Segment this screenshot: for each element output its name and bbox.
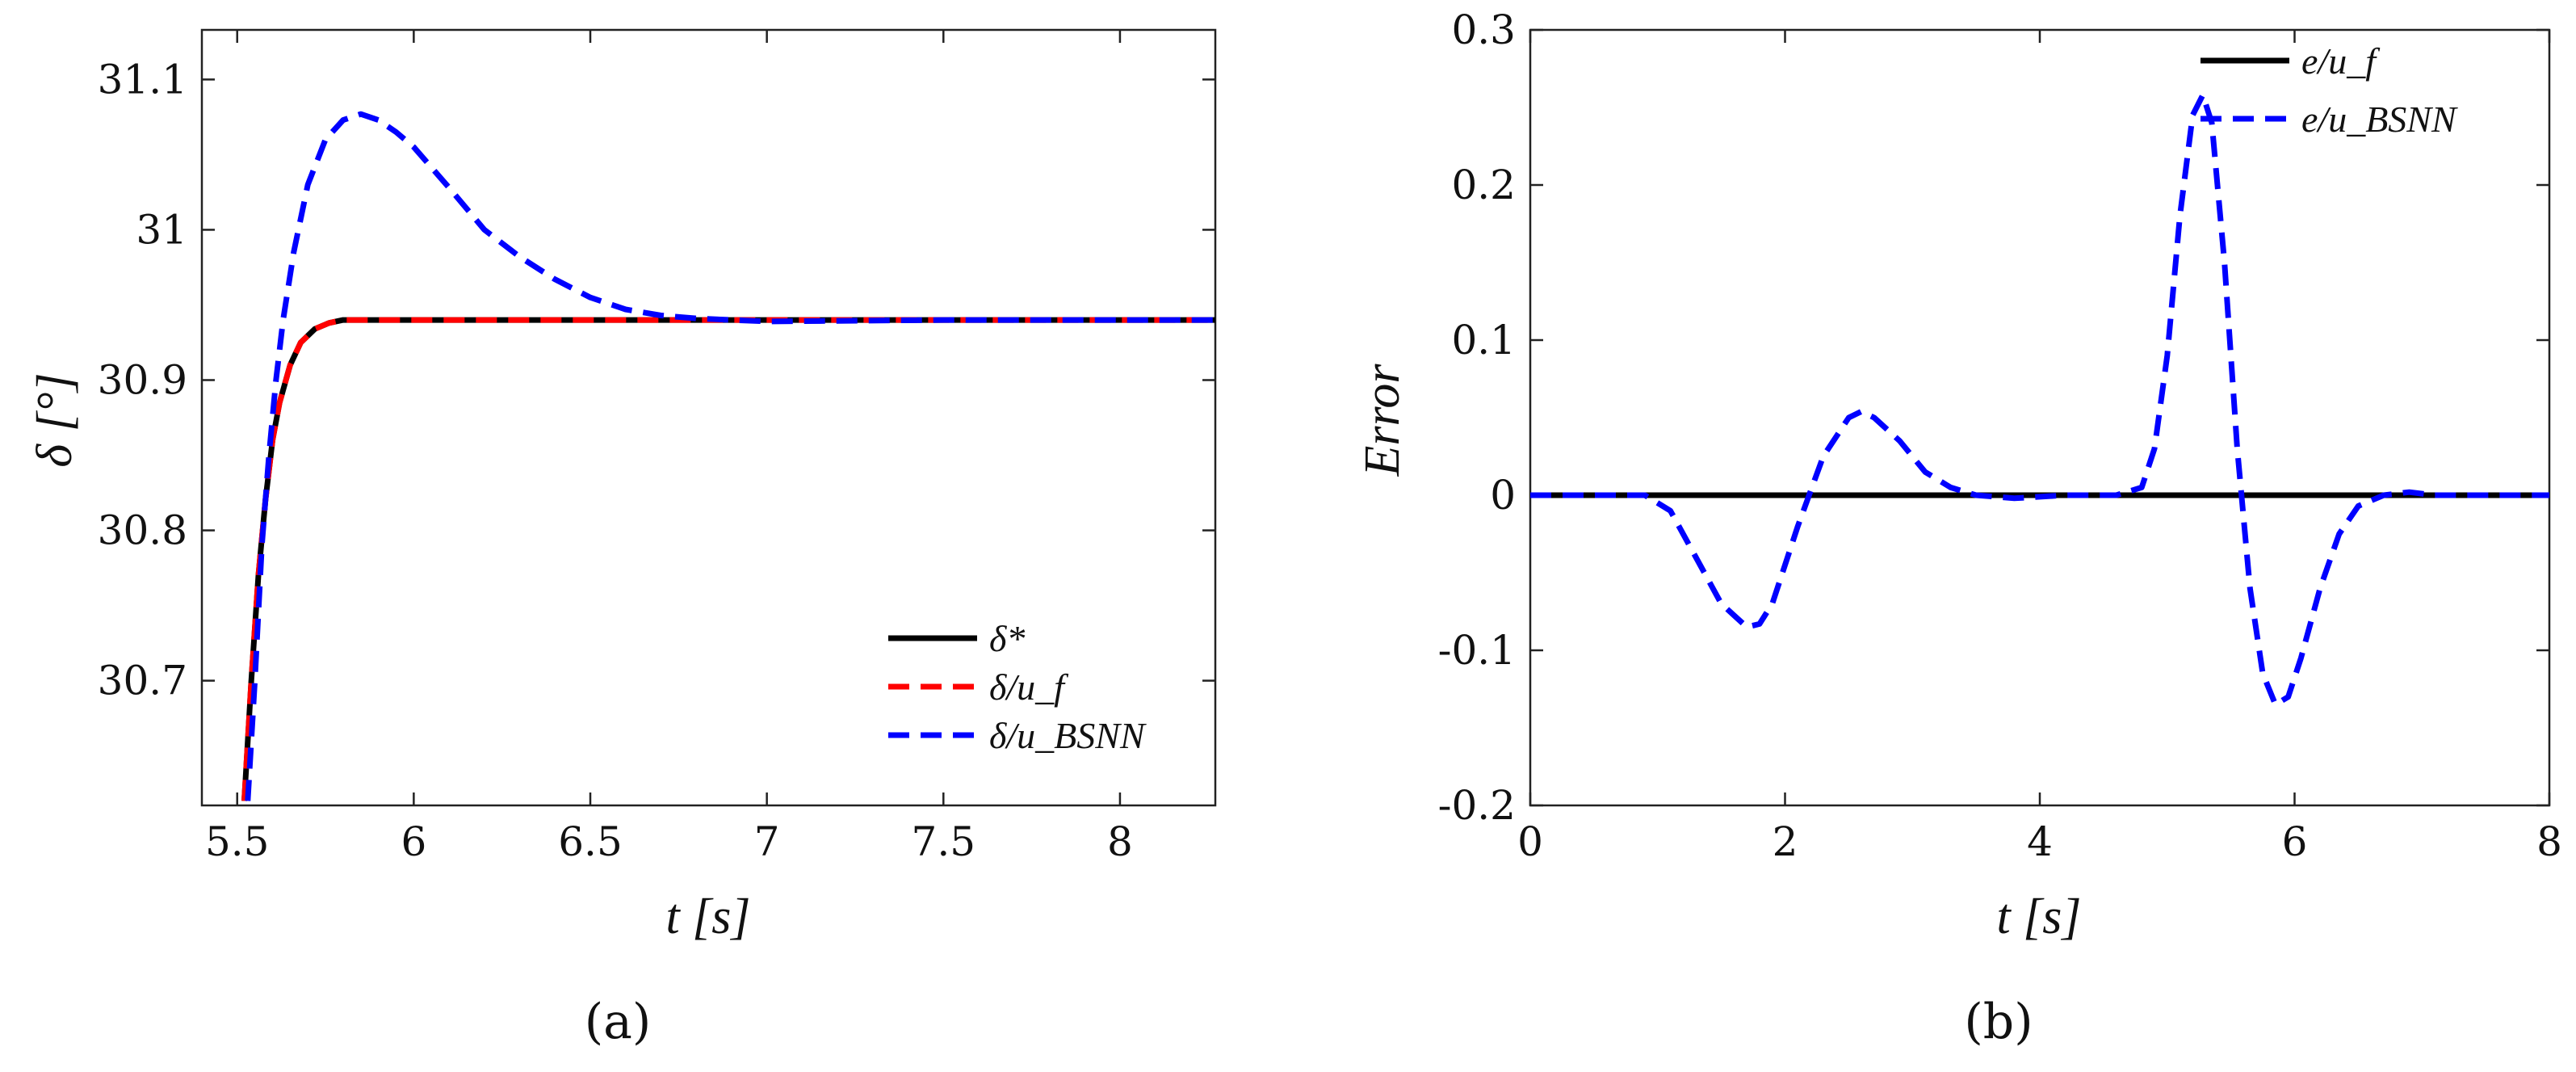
x-tick-label: 4: [2027, 818, 2053, 865]
x-tick-label: 7: [754, 818, 780, 865]
legend-label: e/u_BSNN: [2301, 99, 2458, 140]
x-tick-labels-a: 5.5 6 6.5 7 7.5 8: [205, 818, 1133, 865]
x-tick-label: 5.5: [205, 818, 270, 865]
panel-label-a: (a): [585, 994, 652, 1050]
y-tick-label: 30.8: [98, 507, 187, 554]
legend-label: δ*: [989, 618, 1025, 659]
series-lines-b: [1530, 92, 2549, 708]
x-tick-label: 6: [401, 818, 426, 865]
x-tick-label: 6.5: [558, 818, 623, 865]
y-axis-label-a: δ [°]: [27, 372, 82, 467]
plot-frame-a: [200, 28, 1217, 807]
x-axis-label-b: t [s]: [1996, 889, 2081, 944]
x-axis-label-a: t [s]: [665, 889, 750, 944]
y-tick-labels-a: 30.7 30.8 30.9 31 31.1: [98, 56, 187, 704]
legend-label: δ/u_BSNN: [989, 715, 1147, 756]
x-tick-labels-b: 0 2 4 6 8: [1517, 818, 2562, 865]
y-tick-label: 0.1: [1451, 317, 1516, 364]
y-tick-label: 30.7: [98, 658, 187, 704]
panel-label-b: (b): [1964, 994, 2033, 1050]
y-tick-label: 0.2: [1451, 162, 1516, 208]
series-line--u-bsnn: [245, 111, 1215, 801]
legend-label: e/u_f: [2301, 40, 2381, 82]
y-tick-label: 0: [1490, 472, 1516, 519]
plot-frame-b: [1529, 28, 2551, 807]
y-tick-labels-b: -0.2 -0.1 0 0.1 0.2 0.3: [1438, 6, 1516, 829]
series-line--u-f: [241, 317, 1215, 801]
chart-panel-a: 5.5 6 6.5 7 7.5 8 30.7 30.8 30.9 31 31.1 t [s] δ …: [27, 28, 1217, 1050]
y-axis-label-b: Error: [1355, 364, 1410, 477]
legend-b: e/u_f e/u_BSNN: [2201, 40, 2458, 140]
legend-a: δ* δ/u_f δ/u_BSNN: [888, 618, 1147, 756]
y-tick-label: 0.3: [1451, 6, 1516, 53]
series-lines-a: [241, 111, 1215, 801]
chart-panel-b: 0 2 4 6 8 -0.2 -0.1 0 0.1 0.2 0.3 t [s] Error e/u…: [1355, 6, 2562, 1050]
series-line-e-u-bsnn: [1530, 92, 2549, 708]
x-tick-label: 8: [2536, 818, 2562, 865]
x-tick-label: 7.5: [912, 818, 976, 865]
tick-marks-a: [202, 30, 1215, 805]
y-tick-label: 31: [136, 206, 187, 253]
y-tick-label: -0.2: [1438, 782, 1516, 829]
x-tick-label: 0: [1517, 818, 1543, 865]
y-tick-label: 31.1: [98, 56, 187, 103]
x-tick-label: 6: [2282, 818, 2308, 865]
x-tick-label: 2: [1773, 818, 1798, 865]
x-tick-label: 8: [1107, 818, 1133, 865]
y-tick-label: -0.1: [1438, 627, 1516, 674]
y-tick-label: 30.9: [98, 356, 187, 403]
legend-label: δ/u_f: [989, 666, 1069, 708]
